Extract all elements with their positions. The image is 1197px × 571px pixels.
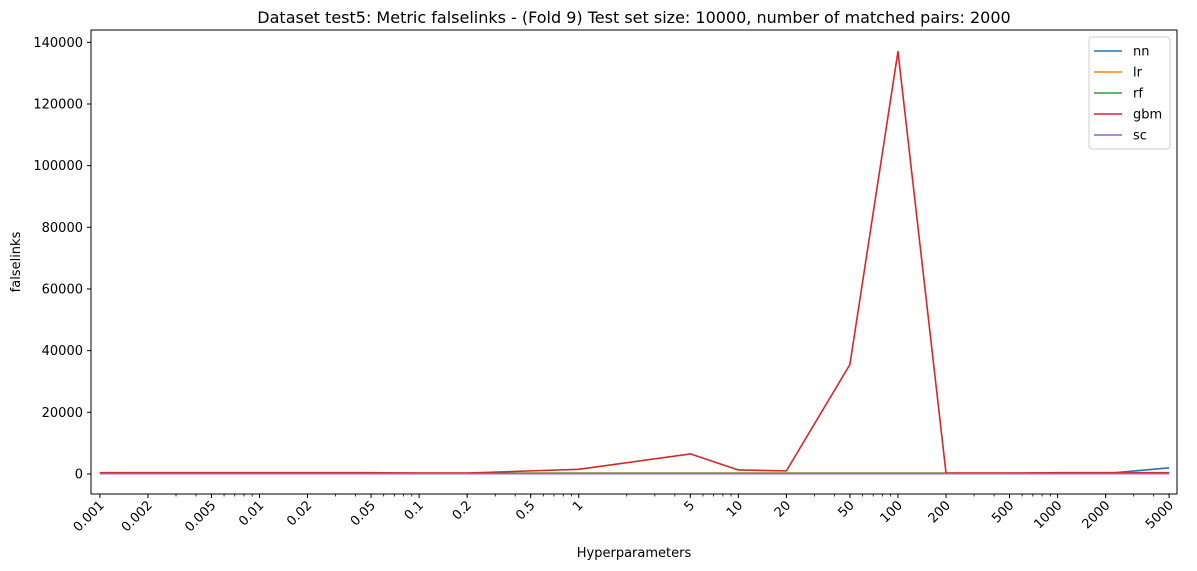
x-tick-label: 0.02 [284,498,315,529]
y-tick-label: 140000 [33,36,83,51]
x-tick-label: 1 [570,498,586,514]
x-tick-label: 0.001 [71,498,108,535]
y-tick-label: 0 [75,467,83,482]
legend-label-gbm: gbm [1133,108,1162,123]
legend-label-sc: sc [1133,129,1147,144]
legend: nn lr rf gbm sc [1088,36,1171,150]
x-tick-label: 5 [682,498,698,514]
y-tick-label: 120000 [33,97,83,112]
x-axis-ticks: 0.001 0.002 0.005 0.01 0.02 0.05 0.1 0.2 0.5 1 5 10… [71,494,1177,535]
chart-title: Dataset test5: Metric falselinks - (Fold… [257,8,1010,27]
y-tick-label: 80000 [42,221,83,236]
x-tick-label: 2000 [1079,498,1113,532]
y-tick-label: 60000 [42,282,83,297]
x-tick-label: 20 [772,498,794,520]
x-tick-label: 0.1 [402,498,427,523]
x-tick-label: 0.002 [119,498,156,535]
series-line-gbm [99,50,1170,474]
y-axis-label: falselinks [9,231,24,292]
y-tick-label: 40000 [42,344,83,359]
x-tick-label: 50 [835,498,857,520]
x-tick-label: 200 [926,498,954,526]
x-tick-label: 100 [878,498,906,526]
x-tick-label: 0.005 [182,498,219,535]
x-tick-label: 1000 [1031,498,1065,532]
y-tick-label: 100000 [33,159,83,174]
legend-label-rf: rf [1133,87,1143,102]
series-lines [99,50,1170,475]
y-tick-label: 20000 [42,406,83,421]
legend-box [1088,36,1171,150]
x-tick-label: 0.05 [348,498,379,529]
x-tick-label: 0.01 [236,498,267,529]
x-tick-label: 5000 [1143,498,1177,532]
x-tick-label: 500 [989,498,1017,526]
legend-label-nn: nn [1133,45,1149,60]
y-axis-ticks: 0 20000 40000 60000 80000 100000 120000 140000 [33,36,91,482]
x-tick-label: 10 [724,498,746,520]
legend-label-lr: lr [1133,66,1143,81]
x-axis-label: Hyperparameters [577,546,692,561]
x-tick-label: 0.5 [513,498,538,523]
x-tick-label: 0.2 [450,498,475,523]
plot-frame [90,29,1178,495]
